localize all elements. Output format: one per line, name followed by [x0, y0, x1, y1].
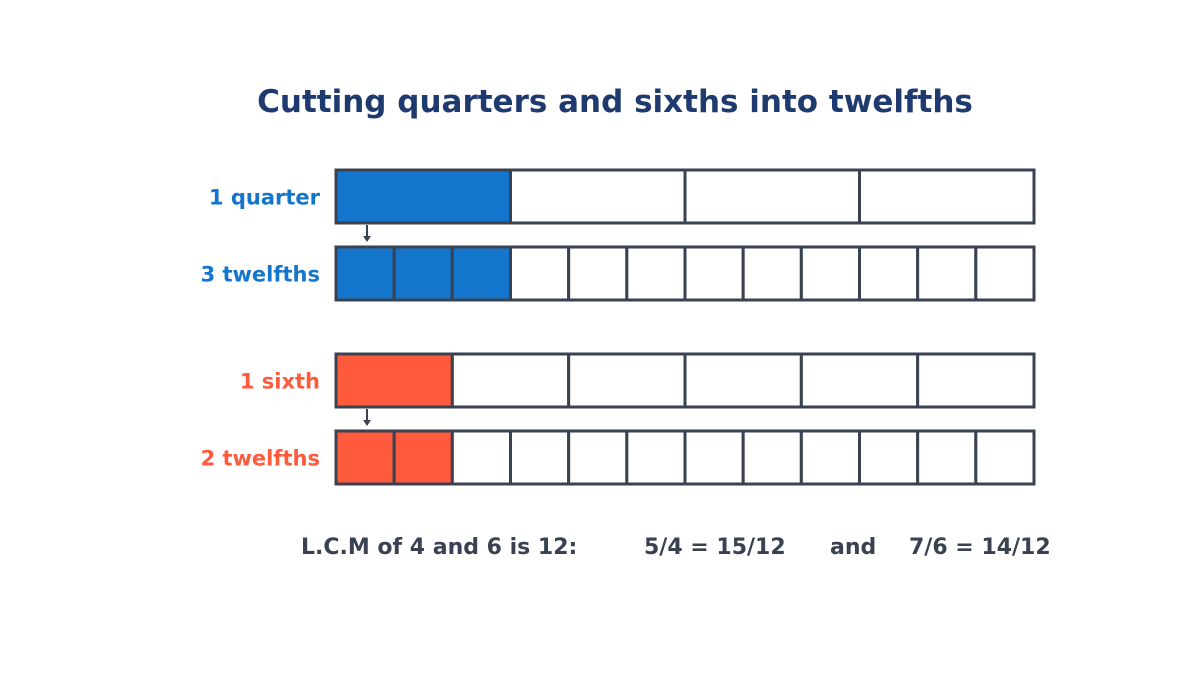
empty-segment: [567, 245, 629, 302]
empty-segment: [741, 245, 803, 302]
fraction-bar-3: 1 sixth: [240, 352, 1036, 409]
bar-label: 1 quarter: [209, 186, 321, 210]
bar-label: 2 twelfths: [201, 447, 320, 471]
empty-segment: [858, 245, 920, 302]
fraction-bars: 1 quarter 3 twelfths 1 sixth 2 twelfths: [201, 168, 1036, 486]
empty-segment: [799, 429, 861, 486]
shaded-segment: [334, 168, 512, 225]
fraction-bar-1: 1 quarter: [209, 168, 1036, 225]
footer-equation: L.C.M of 4 and 6 is 12: 5/4 = 15/12 and …: [301, 535, 1051, 560]
empty-segment: [683, 429, 745, 486]
fraction-bar-2: 3 twelfths: [201, 245, 1036, 302]
empty-segment: [741, 429, 803, 486]
empty-segment: [858, 168, 1036, 225]
empty-segment: [509, 168, 687, 225]
shaded-segment: [392, 429, 454, 486]
down-arrow-icon: [363, 225, 371, 242]
bar-label: 3 twelfths: [201, 263, 320, 287]
down-arrow-icon: [363, 409, 371, 426]
empty-segment: [450, 429, 513, 486]
conversion-arrows: [363, 225, 371, 426]
empty-segment: [683, 168, 861, 225]
empty-segment: [567, 429, 629, 486]
empty-segment: [916, 429, 978, 486]
empty-segment: [450, 352, 571, 409]
empty-segment: [683, 352, 803, 409]
equation-sixth: 7/6 = 14/12: [909, 535, 1051, 560]
diagram-title: Cutting quarters and sixths into twelfth…: [257, 84, 973, 120]
and-text: and: [830, 535, 876, 560]
empty-segment: [683, 245, 745, 302]
bar-label: 1 sixth: [240, 370, 320, 394]
empty-segment: [799, 352, 920, 409]
fraction-bar-4: 2 twelfths: [201, 429, 1036, 486]
shaded-segment: [450, 245, 513, 302]
empty-segment: [625, 429, 687, 486]
shaded-segment: [392, 245, 454, 302]
empty-segment: [858, 429, 920, 486]
lcm-text: L.C.M of 4 and 6 is 12:: [301, 535, 577, 560]
empty-segment: [509, 429, 571, 486]
empty-segment: [567, 352, 687, 409]
equation-quarter: 5/4 = 15/12: [644, 535, 786, 560]
empty-segment: [916, 352, 1036, 409]
empty-segment: [974, 245, 1036, 302]
empty-segment: [625, 245, 687, 302]
shaded-segment: [334, 245, 396, 302]
shaded-segment: [334, 352, 454, 409]
empty-segment: [509, 245, 571, 302]
empty-segment: [799, 245, 861, 302]
empty-segment: [916, 245, 978, 302]
shaded-segment: [334, 429, 396, 486]
empty-segment: [974, 429, 1036, 486]
